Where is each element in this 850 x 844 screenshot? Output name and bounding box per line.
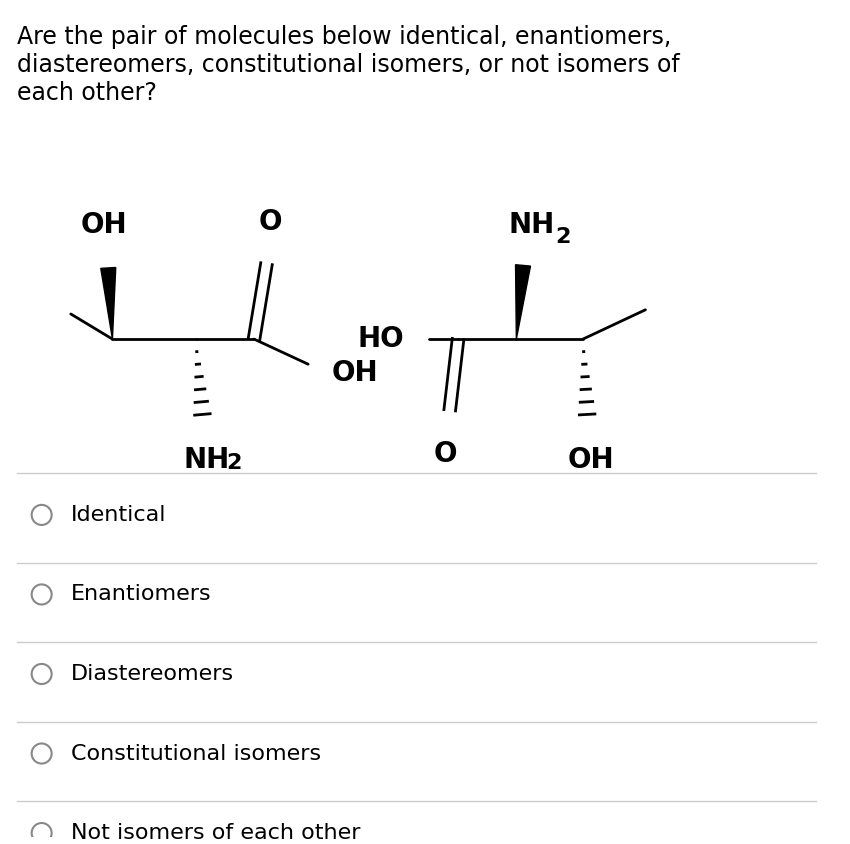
Text: Diastereomers: Diastereomers <box>71 664 234 684</box>
Text: Are the pair of molecules below identical, enantiomers,
diastereomers, constitut: Are the pair of molecules below identica… <box>17 25 679 105</box>
Text: Identical: Identical <box>71 505 167 525</box>
Text: Constitutional isomers: Constitutional isomers <box>71 744 321 764</box>
Text: O: O <box>434 440 457 468</box>
Text: 2: 2 <box>226 453 241 473</box>
Polygon shape <box>516 265 530 339</box>
Text: OH: OH <box>81 211 128 239</box>
Text: NH: NH <box>508 211 554 239</box>
Text: Not isomers of each other: Not isomers of each other <box>71 823 360 843</box>
Text: HO: HO <box>357 325 404 353</box>
Text: 2: 2 <box>555 227 570 247</box>
Text: O: O <box>259 208 282 236</box>
Text: NH: NH <box>184 446 230 474</box>
Polygon shape <box>101 268 116 339</box>
Text: Enantiomers: Enantiomers <box>71 584 212 604</box>
Text: OH: OH <box>332 359 378 387</box>
Text: OH: OH <box>568 446 615 474</box>
